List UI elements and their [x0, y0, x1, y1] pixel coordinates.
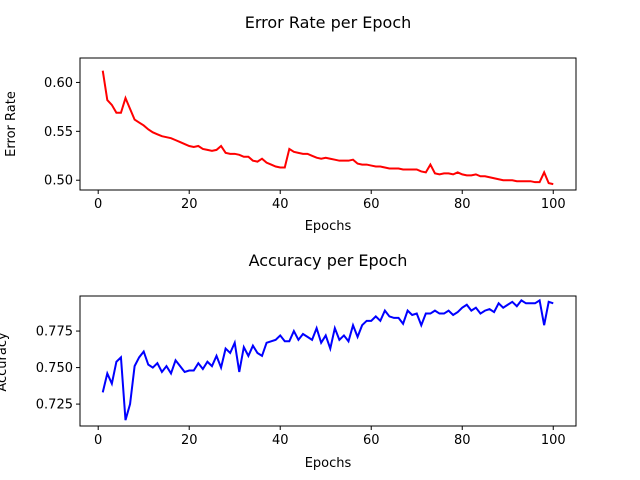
y-axis-label: Error Rate	[4, 91, 19, 157]
x-axis: 0 20 40 60 80 100	[94, 426, 566, 448]
x-tick-label: 80	[454, 197, 471, 212]
series-line	[101, 70, 554, 186]
x-tick-label: 20	[181, 197, 198, 212]
x-tick-label: 60	[363, 433, 380, 448]
y-axis: 0.725 0.750 0.775	[36, 325, 80, 413]
x-tick-label: 0	[94, 433, 102, 448]
chart-title: Error Rate per Epoch	[245, 13, 412, 32]
y-tick-label: 0.50	[44, 174, 73, 189]
x-axis-label: Epochs	[305, 219, 352, 234]
y-axis: 0.50 0.55 0.60	[44, 76, 80, 189]
error-rate-chart: Error Rate per Epoch 0 20 40 60 80 100 0.500.…	[4, 13, 577, 234]
y-axis-label: Accuracy	[0, 332, 10, 392]
x-tick-label: 60	[363, 197, 380, 212]
x-tick-label: 40	[272, 433, 289, 448]
y-tick-label: 0.750	[36, 361, 73, 376]
x-tick-label: 100	[541, 433, 566, 448]
y-tick-label: 0.60	[44, 76, 73, 91]
y-tick-label: 0.55	[44, 125, 73, 140]
x-axis: 0 20 40 60 80 100	[94, 190, 566, 212]
plot-area	[79, 57, 577, 191]
y-tick-label: 0.725	[36, 398, 73, 413]
x-tick-label: 80	[454, 433, 471, 448]
series-line	[101, 298, 554, 421]
x-tick-label: 100	[541, 197, 566, 212]
x-tick-label: 0	[94, 197, 102, 212]
y-tick-label: 0.775	[36, 325, 73, 340]
x-tick-label: 20	[181, 433, 198, 448]
plot-area	[79, 295, 577, 427]
accuracy-chart: Accuracy per Epoch 0 20 40 60 80 100 0.7250.7…	[0, 251, 577, 471]
x-axis-label: Epochs	[305, 456, 352, 471]
chart-title: Accuracy per Epoch	[249, 251, 408, 270]
x-tick-label: 40	[272, 197, 289, 212]
